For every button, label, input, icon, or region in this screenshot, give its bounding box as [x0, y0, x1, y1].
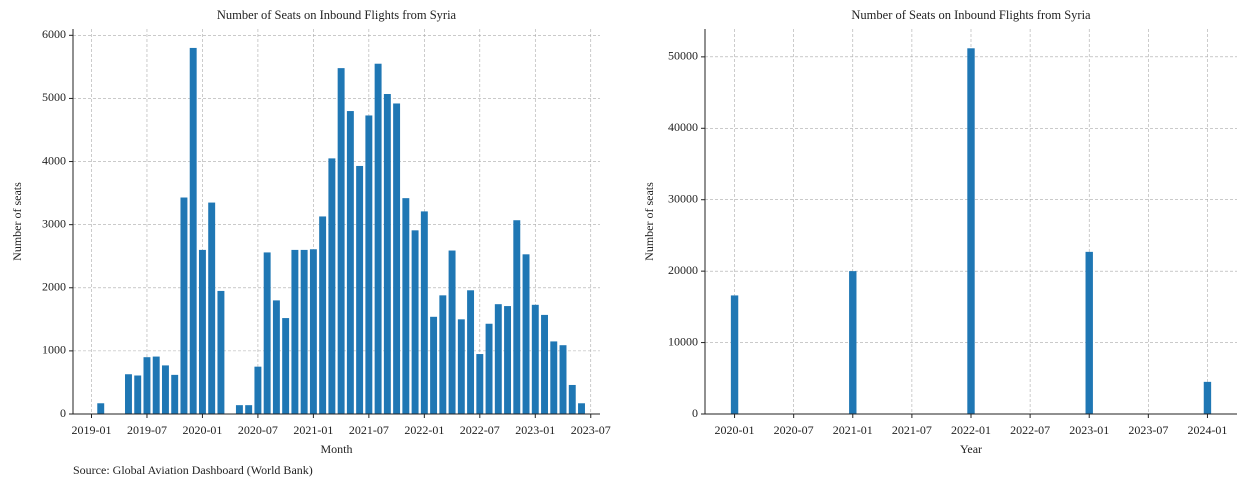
bar	[439, 295, 447, 414]
y-tick-label: 4000	[42, 153, 66, 167]
y-axis-label: Number of seats	[642, 182, 656, 261]
bar	[457, 319, 465, 414]
y-tick-label: 3000	[42, 216, 66, 230]
bar	[383, 94, 391, 415]
x-tick-label: 2022-01	[404, 423, 444, 437]
x-tick-label: 2022-01	[951, 423, 991, 437]
bar	[448, 250, 456, 414]
bar	[254, 366, 262, 414]
bar	[125, 374, 132, 414]
x-axis-label: Month	[320, 442, 352, 456]
y-tick-label: 0	[60, 406, 66, 420]
x-axis-label: Year	[960, 442, 982, 456]
x-tick-label: 2023-01	[515, 423, 555, 437]
bar	[309, 249, 317, 414]
x-tick-label: 2023-07	[571, 423, 611, 437]
bar	[291, 249, 299, 414]
y-tick-label: 5000	[42, 90, 66, 104]
bar	[578, 403, 585, 414]
x-tick-label: 2021-07	[349, 423, 389, 437]
bar	[494, 304, 502, 414]
bar	[541, 314, 548, 414]
bar	[402, 198, 410, 414]
y-tick-label: 1000	[42, 343, 66, 357]
bar	[522, 254, 530, 414]
bar	[1203, 381, 1212, 414]
x-tick-label: 2024-01	[1187, 423, 1227, 437]
x-tick-label: 2019-01	[71, 423, 111, 437]
bar	[849, 271, 857, 414]
bar	[467, 290, 475, 414]
x-tick-label: 2019-07	[127, 423, 167, 437]
y-tick-label: 6000	[42, 27, 66, 41]
bar	[559, 345, 567, 414]
bar	[263, 252, 271, 414]
bar	[356, 165, 364, 414]
bar	[217, 290, 225, 414]
bar	[171, 374, 179, 414]
chart-title: Number of Seats on Inbound Flights from …	[217, 8, 457, 22]
x-tick-label: 2020-07	[774, 423, 814, 437]
bar	[161, 365, 169, 414]
bar	[152, 356, 160, 414]
x-tick-label: 2020-01	[182, 423, 222, 437]
bar	[97, 403, 105, 414]
bar	[967, 48, 975, 415]
x-tick-label: 2020-01	[715, 423, 755, 437]
x-tick-label: 2021-01	[293, 423, 333, 437]
bar	[531, 304, 539, 414]
y-tick-label: 20000	[668, 263, 698, 277]
y-axis-label: Number of seats	[10, 182, 24, 261]
bar	[282, 318, 290, 414]
x-tick-label: 2021-07	[892, 423, 932, 437]
y-tick-label: 30000	[668, 191, 698, 205]
y-tick-label: 10000	[668, 334, 698, 348]
bar	[1085, 251, 1093, 414]
bar	[189, 47, 197, 415]
x-tick-label: 2023-01	[1069, 423, 1109, 437]
x-tick-label: 2020-07	[238, 423, 278, 437]
bar	[411, 230, 419, 414]
bar	[476, 354, 484, 414]
bar	[393, 103, 401, 415]
chart-title: Number of Seats on Inbound Flights from …	[851, 8, 1091, 22]
x-tick-label: 2021-01	[833, 423, 873, 437]
bar	[420, 211, 428, 414]
bar	[365, 115, 373, 414]
bar	[328, 158, 336, 414]
bar	[430, 316, 438, 414]
source-note: Source: Global Aviation Dashboard (World…	[73, 463, 313, 477]
x-tick-label: 2023-07	[1128, 423, 1168, 437]
bar	[143, 357, 151, 414]
bar	[568, 384, 576, 414]
bar	[485, 323, 493, 414]
y-tick-label: 50000	[668, 49, 698, 63]
bar	[198, 249, 206, 414]
x-tick-label: 2022-07	[460, 423, 500, 437]
bar	[550, 341, 558, 414]
bar	[319, 216, 327, 414]
bar	[235, 405, 243, 414]
bar	[300, 249, 308, 414]
x-tick-label: 2022-07	[1010, 423, 1050, 437]
bar	[346, 111, 354, 414]
bar	[337, 68, 345, 414]
bar	[730, 295, 739, 414]
bar	[272, 300, 280, 414]
y-tick-label: 40000	[668, 120, 698, 134]
bar	[513, 220, 521, 414]
bar	[374, 63, 382, 415]
bar	[180, 197, 188, 414]
bar	[245, 405, 253, 414]
y-tick-label: 2000	[42, 280, 66, 294]
bar	[134, 375, 142, 414]
y-tick-label: 0	[692, 406, 698, 420]
bar	[504, 306, 512, 414]
bar	[208, 202, 216, 414]
